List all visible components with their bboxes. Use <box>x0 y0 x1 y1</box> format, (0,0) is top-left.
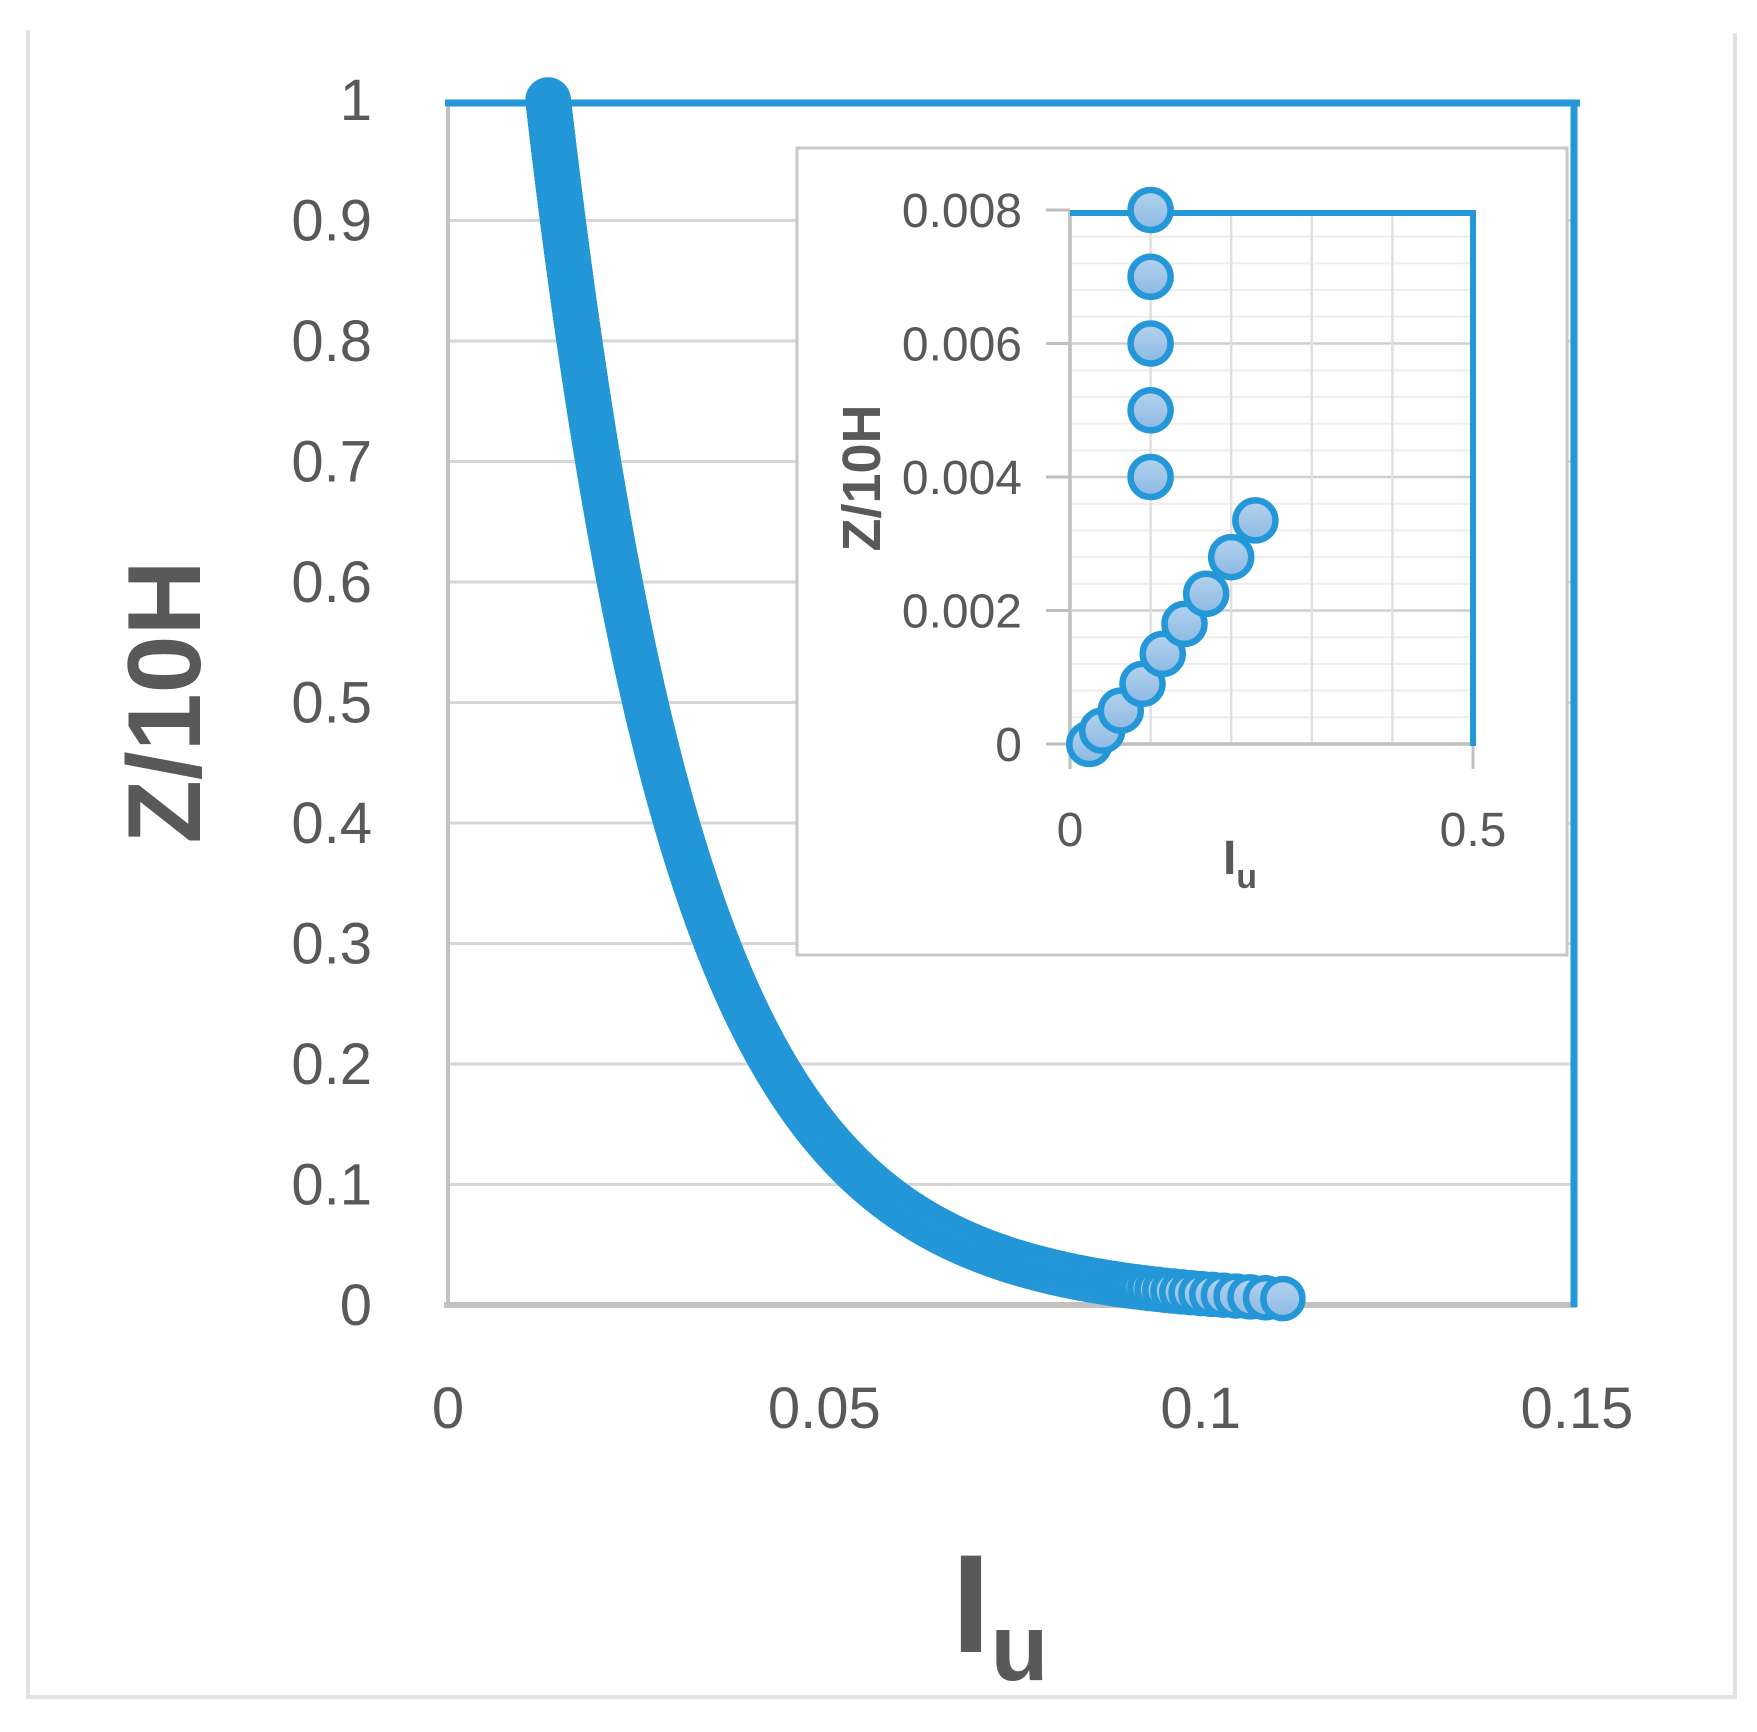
figure-border <box>26 30 1737 1699</box>
data-marker <box>1207 533 1255 581</box>
y-tick-label: 0.004 <box>902 452 1022 505</box>
data-marker <box>1232 497 1279 544</box>
inset-axes <box>1046 208 1475 769</box>
data-marker <box>1127 387 1174 434</box>
y-tick-label: 0.4 <box>291 791 372 856</box>
main-x-tick-labels: 0 0.05 0.1 0.15 <box>432 1376 1634 1441</box>
x-tick-label: 0 <box>432 1376 464 1441</box>
inset-x-axis-title: Iu <box>1223 832 1257 896</box>
data-marker <box>1260 1275 1306 1322</box>
data-marker <box>1127 453 1174 501</box>
y-tick-label: 0.8 <box>291 309 372 374</box>
inset-y-tick-labels: 0.008 0.006 0.004 0.002 0 <box>902 185 1022 772</box>
y-tick-label: 0.3 <box>291 912 372 977</box>
main-y-tick-labels: 1 0.9 0.8 0.7 0.6 0.5 0.4 0.3 0.2 0.1 0 <box>291 68 372 1338</box>
main-series-Iu-profile <box>525 77 1306 1322</box>
y-tick-label: 0.6 <box>291 550 372 615</box>
main-axes <box>444 100 1577 1308</box>
inset-x-axis-title-subscript: u <box>1236 858 1257 896</box>
y-tick-label: 0.1 <box>291 1153 372 1218</box>
y-tick-label: 0.2 <box>291 1032 372 1097</box>
x-tick-label: 0.5 <box>1440 804 1507 857</box>
x-tick-label: 0.1 <box>1160 1376 1241 1441</box>
data-marker <box>1161 600 1208 648</box>
y-tick-label: 0.006 <box>902 319 1022 372</box>
x-tick-label: 0.05 <box>768 1376 881 1441</box>
main-y-axis-title: Z/10H <box>107 560 223 843</box>
inset-x-axis-title-base: I <box>1223 832 1236 885</box>
inset-box <box>795 146 1569 957</box>
inset-series-0 <box>1066 497 1279 768</box>
data-marker <box>1127 320 1174 367</box>
inset-series-1 <box>1127 186 1174 501</box>
y-tick-label: 0.7 <box>291 430 372 495</box>
x-tick-label: 0 <box>1057 804 1084 857</box>
data-marker <box>1182 570 1230 618</box>
y-tick-label: 0.9 <box>291 189 372 254</box>
main-chart: 10.90.80.70.60.50.40.30.20.100 0.05 0.1 0.1… <box>291 68 1633 1441</box>
y-tick-label: 0.008 <box>902 185 1022 238</box>
data-marker <box>1127 186 1174 234</box>
inset-x-tick-labels: 0 0.5 <box>1057 804 1507 857</box>
x-tick-label: 0.15 <box>1521 1376 1634 1441</box>
main-x-axis-title-base: I <box>952 1525 991 1682</box>
data-marker <box>1127 253 1174 301</box>
y-tick-label: 0.5 <box>291 671 372 736</box>
inset-y-axis-title: Z/10H <box>832 404 892 551</box>
y-tick-label: 0 <box>995 719 1022 772</box>
main-x-axis-title-subscript: u <box>990 1595 1048 1701</box>
y-tick-label: 1 <box>340 68 372 133</box>
main-x-axis-title: Iu <box>952 1525 1049 1701</box>
y-tick-label: 0.002 <box>902 586 1022 639</box>
y-tick-label: 0 <box>340 1273 372 1338</box>
